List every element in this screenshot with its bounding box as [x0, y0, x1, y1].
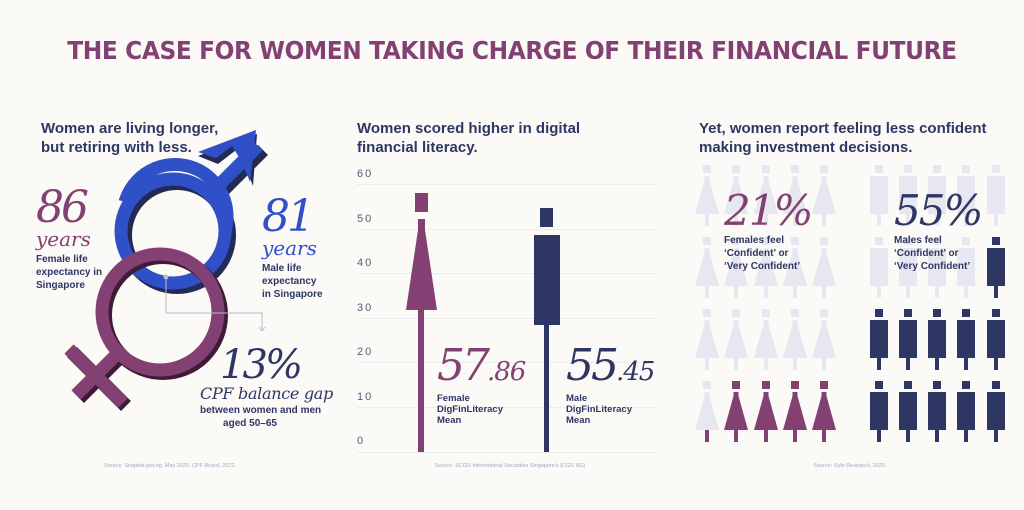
man-pictogram-icon — [957, 381, 975, 442]
digital-literacy-chart: 60 50 40 30 20 10 0 57.86 Female DigFinL… — [355, 160, 660, 460]
woman-pictogram-icon — [812, 237, 836, 298]
y-tick-30: 30 — [357, 302, 374, 314]
y-tick-10: 10 — [357, 391, 374, 403]
confidence-pictogram-grid — [695, 165, 1005, 442]
male-literacy-score: 55.45 Male DigFinLiteracy Mean — [566, 340, 655, 426]
man-pictogram-icon — [870, 381, 888, 442]
man-pictogram-icon — [957, 309, 975, 370]
page-title: THE CASE FOR WOMEN TAKING CHARGE OF THEI… — [67, 36, 957, 65]
male-life-expectancy-unit: years — [262, 236, 317, 260]
female-life-expectancy-label: Female life expectancy in Singapore — [36, 254, 103, 291]
female-life-expectancy-value: 86 — [36, 182, 89, 233]
male-life-expectancy-label: Male life expectancy in Singapore — [262, 263, 323, 300]
man-pictogram-icon — [899, 309, 917, 370]
man-pictogram-icon — [987, 381, 1005, 442]
woman-pictogram-icon — [812, 309, 836, 370]
man-pictogram-icon — [870, 237, 888, 298]
man-pictogram-icon — [870, 165, 888, 226]
y-tick-0: 0 — [357, 435, 366, 447]
panel1-heading-line1: Women are living longer, — [41, 120, 219, 137]
cpf-gap-title: CPF balance gap — [200, 384, 333, 403]
man-pictogram-icon — [987, 237, 1005, 298]
panel1-source: Source: Singstat.gov.sg, May 2025. CPF B… — [104, 463, 236, 469]
gridline — [357, 362, 657, 363]
cpf-gap-label: between women and men aged 50–65 — [200, 405, 322, 429]
panel1-heading-line2: but retiring with less. — [41, 139, 192, 156]
woman-pictogram-icon — [783, 381, 807, 442]
woman-pictogram-icon — [754, 381, 778, 442]
panel3-source: Source: Syfe Research, 2025. — [813, 463, 887, 469]
woman-pictogram-icon — [783, 309, 807, 370]
y-tick-60: 60 — [357, 168, 374, 180]
male-confidence-value: 55% — [894, 186, 983, 235]
male-confidence-label: Males feel ‘Confident’ or ‘Very Confiden… — [894, 235, 971, 272]
cpf-gap-value: 13% — [220, 342, 303, 388]
man-pictogram-icon — [928, 309, 946, 370]
man-pictogram-icon — [987, 165, 1005, 226]
woman-pictogram-icon — [724, 309, 748, 370]
male-literacy-label: Male DigFinLiteracy Mean — [566, 393, 632, 426]
gridline — [357, 184, 657, 185]
panel1-heading: Women are living longer, but retiring wi… — [41, 119, 218, 157]
woman-pictogram-icon — [812, 165, 836, 226]
connector-arrow-icon — [163, 274, 266, 332]
female-literacy-score: 57.86 Female DigFinLiteracy Mean — [437, 340, 526, 426]
woman-pictogram-icon — [695, 237, 719, 298]
female-figure-bar — [406, 193, 437, 452]
man-pictogram-icon — [987, 309, 1005, 370]
male-life-expectancy: 81 years Male life expectancy in Singapo… — [262, 191, 323, 301]
male-confidence: 55% Males feel ‘Confident’ or ‘Very Conf… — [894, 186, 983, 273]
female-confidence-label: Females feel ‘Confident’ or ‘Very Confid… — [724, 235, 801, 272]
gridline — [357, 273, 657, 274]
y-tick-20: 20 — [357, 346, 374, 358]
male-literacy-value: 55.45 — [566, 340, 655, 391]
female-confidence: 21% Females feel ‘Confident’ or ‘Very Co… — [724, 186, 813, 273]
woman-pictogram-icon — [695, 309, 719, 370]
panel3-heading: Yet, women report feeling less confident… — [699, 119, 987, 157]
female-life-expectancy: 86 years Female life expectancy in Singa… — [36, 182, 103, 292]
male-figure-bar — [534, 208, 560, 452]
woman-pictogram-icon — [812, 381, 836, 442]
gridline — [357, 452, 657, 453]
woman-pictogram-icon — [695, 165, 719, 226]
woman-pictogram-icon — [754, 309, 778, 370]
male-life-expectancy-value: 81 — [262, 191, 315, 242]
y-tick-40: 40 — [357, 257, 374, 269]
panel2-heading-line1: Women scored higher in digital — [357, 120, 581, 137]
female-pictograms — [695, 165, 836, 442]
gridline — [357, 229, 657, 230]
panel2-heading: Women scored higher in digital financial… — [357, 119, 580, 157]
panel2-heading-line2: financial literacy. — [357, 139, 478, 156]
man-pictogram-icon — [870, 309, 888, 370]
female-confidence-value: 21% — [724, 186, 813, 235]
panel3-heading-line1: Yet, women report feeling less confident — [699, 120, 987, 137]
panel2-source: Source: SCGS International Securities Si… — [434, 463, 586, 469]
panel3-heading-line2: making investment decisions. — [699, 139, 913, 156]
gridline — [357, 318, 657, 319]
female-literacy-value: 57.86 — [437, 340, 526, 391]
female-literacy-label: Female DigFinLiteracy Mean — [437, 393, 503, 426]
man-pictogram-icon — [899, 381, 917, 442]
female-symbol-icon — [64, 158, 234, 411]
woman-pictogram-icon — [724, 381, 748, 442]
female-life-expectancy-unit: years — [36, 227, 91, 251]
y-tick-50: 50 — [357, 213, 374, 225]
gender-symbols-illustration — [64, 130, 268, 411]
man-pictogram-icon — [928, 381, 946, 442]
cpf-gap: 13% CPF balance gap between women and me… — [200, 342, 333, 430]
gridline — [357, 407, 657, 408]
partial-fill — [705, 430, 709, 442]
